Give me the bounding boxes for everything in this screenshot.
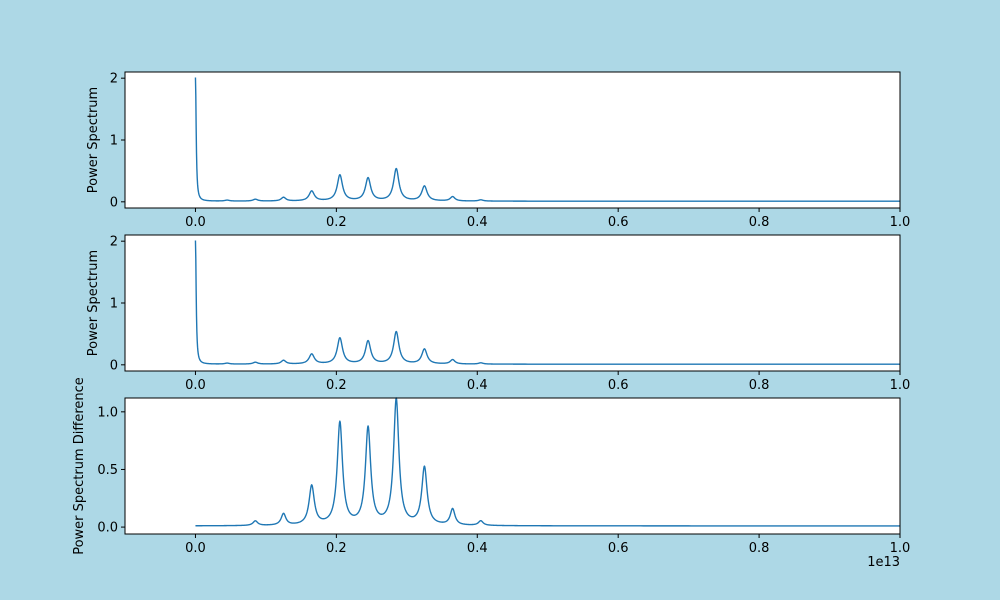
y-tick-label: 0 — [110, 358, 118, 373]
y-tick-label: 1.0 — [97, 405, 118, 420]
x-tick-label: 1.0 — [890, 215, 911, 230]
plot-border — [124, 397, 901, 535]
y-axis-label-2: Power Spectrum — [86, 250, 101, 356]
x-tick-label: 0.8 — [749, 378, 770, 393]
y-tick-label: 0.5 — [97, 463, 118, 478]
x-tick-label: 0.8 — [749, 541, 770, 556]
x-tick-label: 0.0 — [185, 378, 206, 393]
y-axis-label-3: Power Spectrum Difference — [72, 377, 87, 555]
x-tick-label: 1.0 — [890, 378, 911, 393]
x-tick-label: 0.6 — [608, 378, 629, 393]
x-offset-label: 1e13 — [867, 555, 900, 570]
x-tick-label: 0.0 — [185, 541, 206, 556]
y-axis-label-1: Power Spectrum — [86, 87, 101, 193]
x-tick-label: 0.4 — [467, 378, 488, 393]
plots-layer: 0.0 0.2 0.4 0.6 0.8 1.0 0 1 2 0.0 0.2 0.4 0.6 0.8 1.0 0… — [97, 71, 911, 556]
x-tick-label: 0.4 — [467, 215, 488, 230]
y-tick-label: 2 — [110, 235, 118, 250]
plot-area — [125, 72, 900, 208]
x-tick-label: 0.2 — [326, 215, 347, 230]
y-tick-label: 0 — [110, 195, 118, 210]
y-tick-label: 1 — [110, 297, 118, 312]
spectrum-line — [194, 240, 900, 365]
spectrum-line — [195, 397, 900, 527]
plot-area — [125, 235, 900, 371]
x-tick-label: 0.0 — [185, 215, 206, 230]
x-tick-label: 1.0 — [890, 541, 911, 556]
plot-area — [125, 398, 900, 534]
y-tick-label: 2 — [110, 72, 118, 87]
x-tick-label: 0.6 — [608, 541, 629, 556]
x-tick-label: 0.8 — [749, 215, 770, 230]
x-tick-label: 0.2 — [326, 378, 347, 393]
y-tick-label: 0.0 — [97, 521, 118, 536]
y-tick-label: 1 — [110, 134, 118, 149]
x-tick-label: 0.6 — [608, 215, 629, 230]
x-tick-label: 0.4 — [467, 541, 488, 556]
spectrum-line — [194, 77, 900, 202]
x-tick-label: 0.2 — [326, 541, 347, 556]
